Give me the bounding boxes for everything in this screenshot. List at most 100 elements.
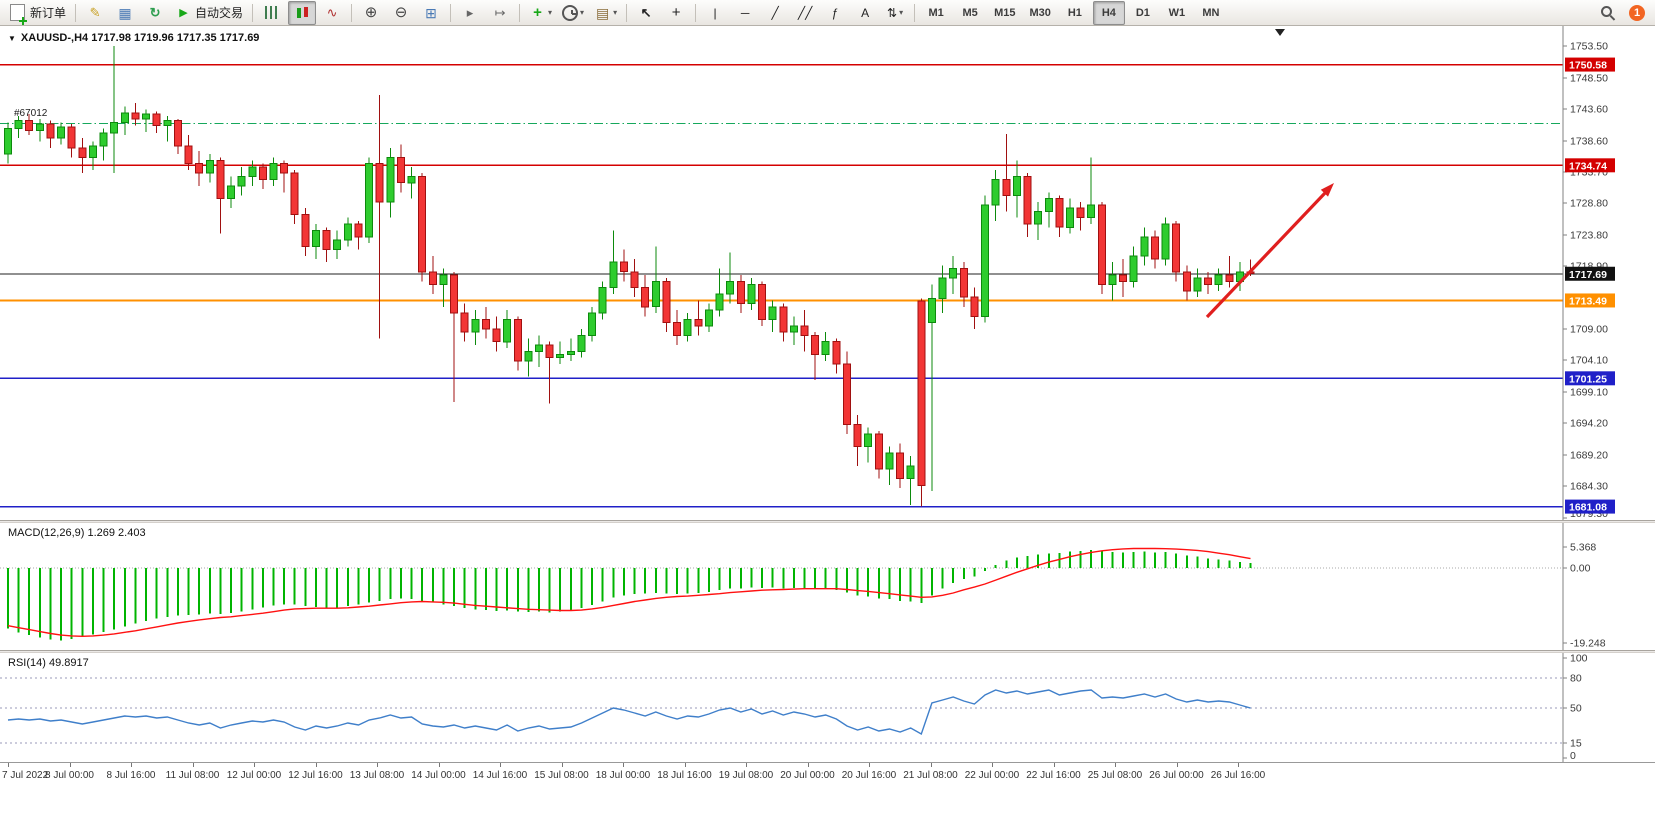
candle-body	[428, 271, 437, 286]
candle-body	[503, 319, 512, 343]
candle-body	[258, 166, 267, 181]
autotrading-button[interactable]: ▶ 自动交易	[171, 1, 247, 25]
tf-m15-label: M15	[994, 6, 1016, 19]
candle-body	[641, 287, 650, 308]
rsi-canvas[interactable]: 100 80 50 150	[0, 653, 1655, 762]
line-chart-button[interactable]: ∿	[318, 1, 346, 25]
candle-body	[492, 328, 501, 343]
candle-body	[1161, 223, 1170, 260]
time-axis-tick	[8, 763, 9, 767]
candle-body	[418, 175, 427, 273]
refresh-button[interactable]: ↻	[141, 1, 169, 25]
equidistant-channel-button[interactable]: ╱╱	[791, 1, 819, 25]
cursor-button[interactable]: ↖	[632, 1, 660, 25]
zoom-out-button[interactable]: ⊖	[387, 1, 415, 25]
search-button[interactable]	[1593, 1, 1621, 25]
main-chart-canvas[interactable]: 1753.501748.501743.601738.601733.701728.…	[0, 26, 1655, 520]
time-axis-label: 18 Jul 00:00	[595, 770, 651, 781]
text-tool-button[interactable]: A	[851, 1, 879, 25]
price-label-box-text: 1717.69	[1569, 269, 1607, 281]
chart-shift-button[interactable]: ↦	[486, 1, 514, 25]
rsi-panel[interactable]: 100 80 50 15 0 RSI(14) 49.8917	[0, 653, 1655, 762]
candle-body	[726, 280, 735, 295]
macd-signal-line	[7, 547, 1251, 638]
panel-splitter[interactable]	[0, 520, 1655, 523]
chart-shift-marker[interactable]	[1275, 29, 1285, 36]
candle-body	[949, 268, 958, 279]
indicators-button[interactable]: + ▾	[525, 1, 556, 25]
strategy-tester-button[interactable]: ▦	[111, 1, 139, 25]
rsi-axis-label: 100	[1570, 653, 1588, 665]
main-toolbar: 新订单 ✎ ▦ ↻ ▶ 自动交易 ∿ ⊕ ⊖ ⊞ ▸ ↦ + ▾ ▾ ▤ ▾ ↖ + | ─ ╱ ╱╱ ƒ A ⇅ ▾ M1 M5 M15…	[0, 0, 1655, 26]
candle-body	[981, 204, 990, 317]
time-axis-label: 12 Jul 00:00	[226, 770, 282, 781]
refresh-icon: ↻	[149, 4, 161, 20]
time-axis-label: 14 Jul 00:00	[411, 770, 466, 781]
candle-body	[375, 163, 384, 203]
notifications-button[interactable]: 1	[1623, 1, 1651, 25]
candle-body	[322, 229, 331, 250]
new-order-button[interactable]: 新订单	[4, 1, 70, 25]
bar-chart-button[interactable]	[258, 1, 286, 25]
candle-body	[248, 166, 257, 177]
tf-h4-button[interactable]: H4	[1092, 0, 1125, 25]
tile-windows-button[interactable]: ⊞	[417, 1, 445, 25]
trendline-button[interactable]: ╱	[761, 1, 789, 25]
candle-body	[853, 423, 862, 448]
tf-m30-button[interactable]: M30	[1023, 1, 1056, 25]
crosshair-button[interactable]: +	[662, 1, 690, 25]
candle-body	[88, 145, 97, 158]
time-axis-tick	[69, 763, 71, 767]
trend-arrow[interactable]	[1205, 183, 1334, 319]
candle-body	[4, 128, 12, 155]
periods-button[interactable]: ▾	[558, 1, 588, 25]
candle-body	[333, 239, 342, 250]
main-chart-panel[interactable]: 1753.50 1748.50 1743.60 1738.60 1733.70 1728.…	[0, 26, 1655, 520]
arrows-tool-button[interactable]: ⇅ ▾	[881, 1, 909, 25]
panel-splitter[interactable]	[0, 650, 1655, 653]
auto-scroll-button[interactable]: ▸	[456, 1, 484, 25]
zoom-in-button[interactable]: ⊕	[357, 1, 385, 25]
fibonacci-button[interactable]: ƒ	[821, 1, 849, 25]
candle-body	[513, 319, 522, 362]
auto-scroll-icon: ▸	[466, 4, 474, 20]
tf-m5-button[interactable]: M5	[954, 1, 986, 25]
candlestick-chart-icon	[295, 6, 310, 20]
candlestick-chart-button[interactable]	[288, 0, 317, 25]
tf-h1-button[interactable]: H1	[1059, 1, 1091, 25]
search-icon	[1600, 5, 1615, 20]
autotrading-label: 自动交易	[195, 6, 244, 20]
templates-button[interactable]: ▤ ▾	[590, 1, 621, 25]
tf-w1-button[interactable]: W1	[1161, 1, 1193, 25]
candle-body	[67, 126, 76, 149]
toolbar-separator	[75, 3, 77, 22]
macd-panel[interactable]: 5.368 0.00 -19.248 MACD(12,26,9) 1.269 2.4…	[0, 523, 1655, 650]
toolbar-separator	[914, 3, 916, 22]
candle-body	[694, 319, 703, 327]
new-order-label: 新订单	[30, 6, 67, 20]
tf-w1-label: W1	[1168, 6, 1186, 19]
horizontal-line-button[interactable]: ─	[731, 1, 759, 25]
candle-body	[195, 163, 204, 174]
tf-m1-button[interactable]: M1	[920, 1, 952, 25]
vertical-line-button[interactable]: |	[701, 1, 729, 25]
rsi-title: RSI(14) 49.8917	[8, 657, 89, 669]
time-axis-label: 13 Jul 08:00	[349, 770, 405, 781]
candle-body	[1108, 274, 1117, 285]
tf-mn-button[interactable]: MN	[1195, 1, 1227, 25]
time-axis-tick	[930, 763, 932, 767]
candle-body	[1214, 274, 1223, 285]
order-label[interactable]: #67012	[14, 108, 48, 119]
tf-m15-button[interactable]: M15	[988, 1, 1021, 25]
time-axis-label: 25 Jul 08:00	[1087, 770, 1143, 781]
macd-canvas[interactable]: 5.368 0.00 -19.248	[0, 523, 1655, 650]
candle-body	[14, 119, 23, 130]
candle-body	[78, 147, 87, 158]
time-axis-tick	[684, 763, 686, 767]
tf-d1-button[interactable]: D1	[1127, 1, 1159, 25]
metaeditor-button[interactable]: ✎	[81, 1, 109, 25]
time-axis[interactable]: 7 Jul 2022 8 Jul 00:00 8 Jul 16:00 11 Jul 0…	[0, 762, 1655, 790]
chart-shift-icon: ↦	[494, 4, 506, 20]
time-axis-label: 14 Jul 16:00	[472, 770, 528, 781]
time-axis-tick	[869, 763, 870, 767]
